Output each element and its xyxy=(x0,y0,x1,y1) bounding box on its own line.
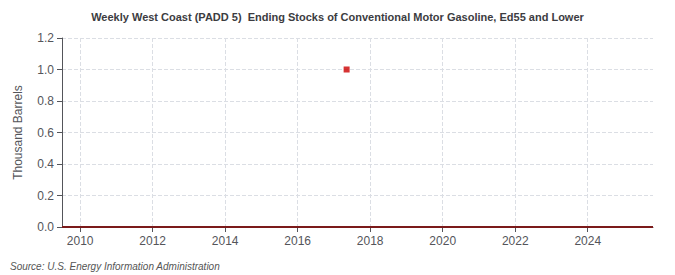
svg-text:Source: U.S. Energy Informatio: Source: U.S. Energy Information Administ… xyxy=(10,261,220,272)
svg-text:2022: 2022 xyxy=(502,234,529,248)
svg-text:2018: 2018 xyxy=(357,234,384,248)
svg-text:2010: 2010 xyxy=(67,234,94,248)
svg-text:1.0: 1.0 xyxy=(37,63,54,77)
svg-text:2014: 2014 xyxy=(212,234,239,248)
svg-text:0.6: 0.6 xyxy=(37,126,54,140)
svg-text:2024: 2024 xyxy=(574,234,601,248)
svg-text:2016: 2016 xyxy=(284,234,311,248)
svg-text:2012: 2012 xyxy=(139,234,166,248)
svg-text:Weekly West Coast (PADD 5) En: Weekly West Coast (PADD 5) Ending Stocks… xyxy=(91,11,584,23)
svg-text:0.4: 0.4 xyxy=(37,157,54,171)
svg-text:2020: 2020 xyxy=(429,234,456,248)
svg-text:0.2: 0.2 xyxy=(37,189,54,203)
svg-text:0.0: 0.0 xyxy=(37,220,54,234)
svg-text:0.8: 0.8 xyxy=(37,94,54,108)
svg-text:Thousand Barrels: Thousand Barrels xyxy=(11,85,25,180)
svg-text:1.2: 1.2 xyxy=(37,31,54,45)
